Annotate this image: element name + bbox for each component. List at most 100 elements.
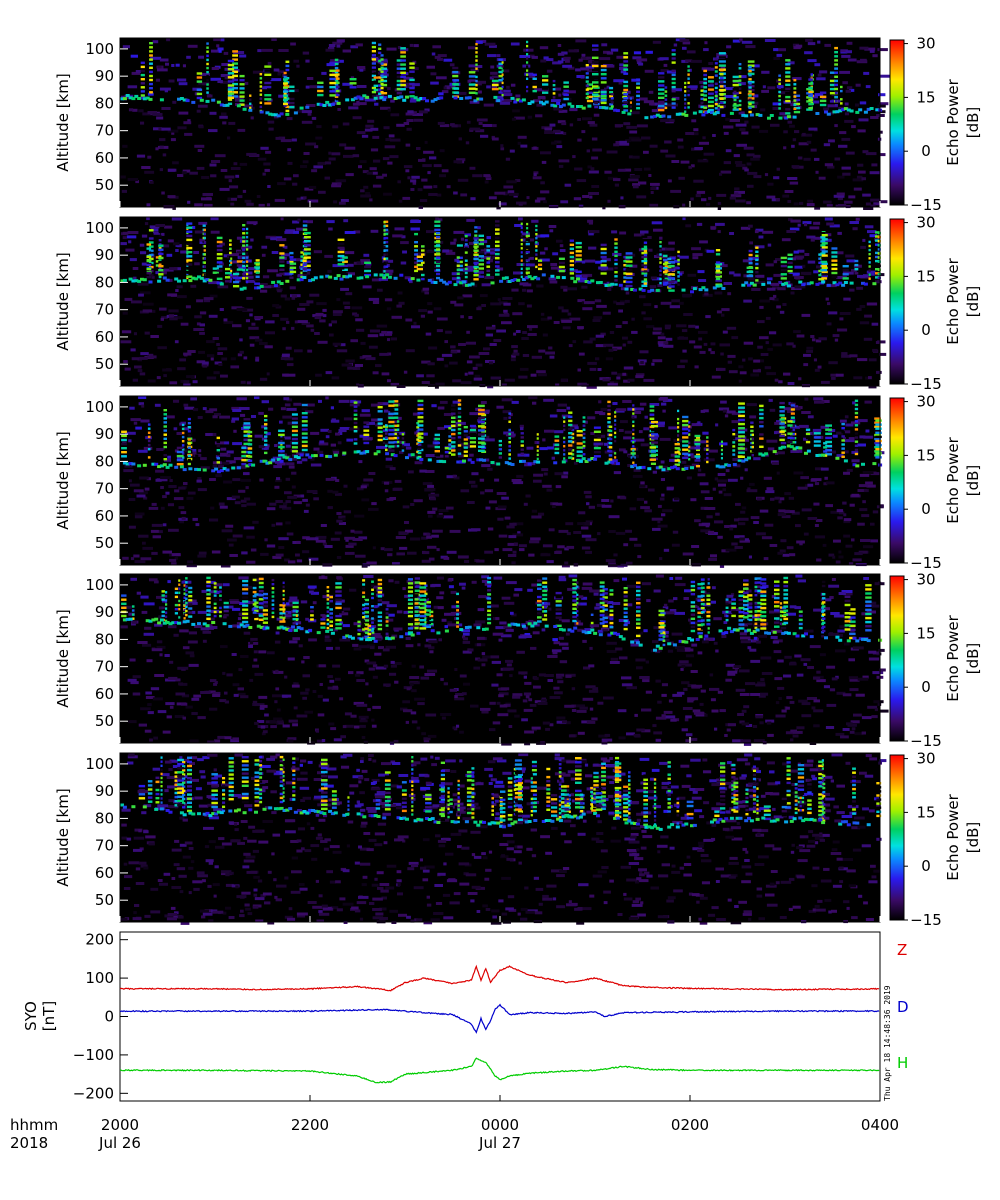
noise-cell bbox=[317, 450, 324, 454]
echo-cell bbox=[623, 68, 629, 71]
echo-cell bbox=[304, 244, 311, 247]
echo-cell bbox=[868, 273, 871, 276]
noise-cell bbox=[280, 139, 292, 143]
noise-cell bbox=[734, 546, 743, 549]
noise-cell bbox=[775, 452, 779, 455]
echo-cell bbox=[495, 224, 500, 227]
noise-cell bbox=[389, 155, 399, 159]
noise-cell bbox=[724, 525, 733, 528]
noise-cell bbox=[714, 291, 723, 295]
noise-cell bbox=[738, 365, 744, 369]
noise-cell bbox=[531, 515, 542, 519]
noise-cell bbox=[789, 124, 795, 128]
noise-cell bbox=[254, 396, 260, 400]
noise-cell bbox=[364, 128, 373, 132]
echo-cell bbox=[821, 269, 828, 272]
layer-cell bbox=[325, 100, 330, 104]
echo-cell bbox=[708, 96, 714, 99]
noise-cell bbox=[515, 94, 521, 98]
noise-cell bbox=[429, 156, 437, 160]
echo-cell bbox=[409, 66, 415, 69]
noise-cell bbox=[752, 369, 761, 373]
noise-cell bbox=[626, 125, 638, 129]
noise-cell bbox=[698, 141, 709, 145]
noise-cell bbox=[157, 346, 167, 350]
noise-cell bbox=[555, 383, 560, 387]
noise-cell bbox=[226, 497, 236, 501]
noise-cell bbox=[127, 231, 139, 234]
noise-cell bbox=[638, 430, 643, 434]
noise-cell bbox=[328, 227, 333, 231]
echo-cell bbox=[703, 86, 707, 89]
noise-cell bbox=[633, 233, 645, 237]
noise-cell bbox=[560, 379, 568, 382]
echo-cell bbox=[592, 64, 599, 68]
noise-cell bbox=[841, 354, 852, 358]
echo-cell bbox=[755, 254, 759, 257]
noise-cell bbox=[140, 419, 150, 423]
noise-cell bbox=[519, 55, 531, 58]
layer-cell bbox=[387, 94, 392, 98]
noise-cell bbox=[476, 307, 482, 311]
noise-cell bbox=[395, 536, 406, 539]
noise-cell bbox=[568, 49, 578, 53]
noise-cell bbox=[791, 287, 802, 290]
noise-cell bbox=[358, 536, 368, 540]
noise-cell bbox=[383, 192, 392, 196]
echo-cell bbox=[474, 246, 478, 250]
noise-cell bbox=[384, 332, 392, 336]
noise-cell bbox=[546, 560, 554, 564]
noise-cell bbox=[749, 241, 753, 245]
noise-cell bbox=[638, 62, 644, 66]
noise-cell bbox=[696, 190, 706, 194]
layer-cell bbox=[379, 96, 384, 100]
echo-cell bbox=[371, 58, 376, 61]
ytick-label: 100 bbox=[85, 219, 114, 237]
echo-cell bbox=[750, 425, 754, 428]
noise-cell bbox=[610, 48, 619, 52]
noise-cell bbox=[790, 291, 795, 295]
noise-cell bbox=[859, 305, 866, 308]
noise-cell bbox=[725, 117, 730, 121]
echo-cell bbox=[778, 74, 781, 77]
echo-cell bbox=[302, 271, 307, 275]
noise-cell bbox=[597, 368, 602, 371]
noise-cell bbox=[466, 218, 475, 222]
echo-cell bbox=[421, 269, 425, 273]
noise-cell bbox=[516, 474, 524, 478]
noise-cell bbox=[629, 507, 637, 511]
noise-cell bbox=[595, 344, 606, 348]
layer-cell bbox=[633, 288, 637, 292]
noise-cell bbox=[836, 192, 845, 196]
noise-cell bbox=[778, 281, 782, 284]
echo-cell bbox=[495, 248, 500, 252]
layer-cell bbox=[607, 283, 612, 287]
noise-cell bbox=[778, 500, 782, 504]
layer-cell bbox=[259, 110, 264, 114]
layer-cell bbox=[567, 102, 572, 106]
noise-cell bbox=[735, 123, 747, 127]
echo-cell bbox=[202, 277, 206, 281]
echo-cell bbox=[378, 84, 382, 87]
noise-cell bbox=[697, 270, 705, 274]
echo-cell bbox=[875, 251, 881, 255]
noise-cell bbox=[274, 444, 278, 447]
noise-cell bbox=[845, 151, 855, 155]
layer-cell bbox=[333, 276, 338, 280]
echo-cell bbox=[755, 262, 759, 266]
noise-cell bbox=[502, 297, 513, 300]
noise-cell bbox=[296, 227, 307, 231]
noise-cell bbox=[774, 421, 783, 425]
noise-cell bbox=[694, 519, 701, 523]
noise-cell bbox=[345, 173, 354, 177]
noise-cell bbox=[185, 305, 191, 309]
echo-cell bbox=[334, 62, 339, 66]
echo-cell bbox=[385, 432, 388, 435]
noise-cell bbox=[258, 411, 264, 415]
noise-cell bbox=[428, 514, 433, 518]
noise-cell bbox=[759, 305, 764, 309]
echo-cell bbox=[233, 280, 240, 284]
noise-cell bbox=[844, 450, 849, 454]
noise-cell bbox=[360, 189, 365, 193]
noise-cell bbox=[666, 487, 674, 491]
